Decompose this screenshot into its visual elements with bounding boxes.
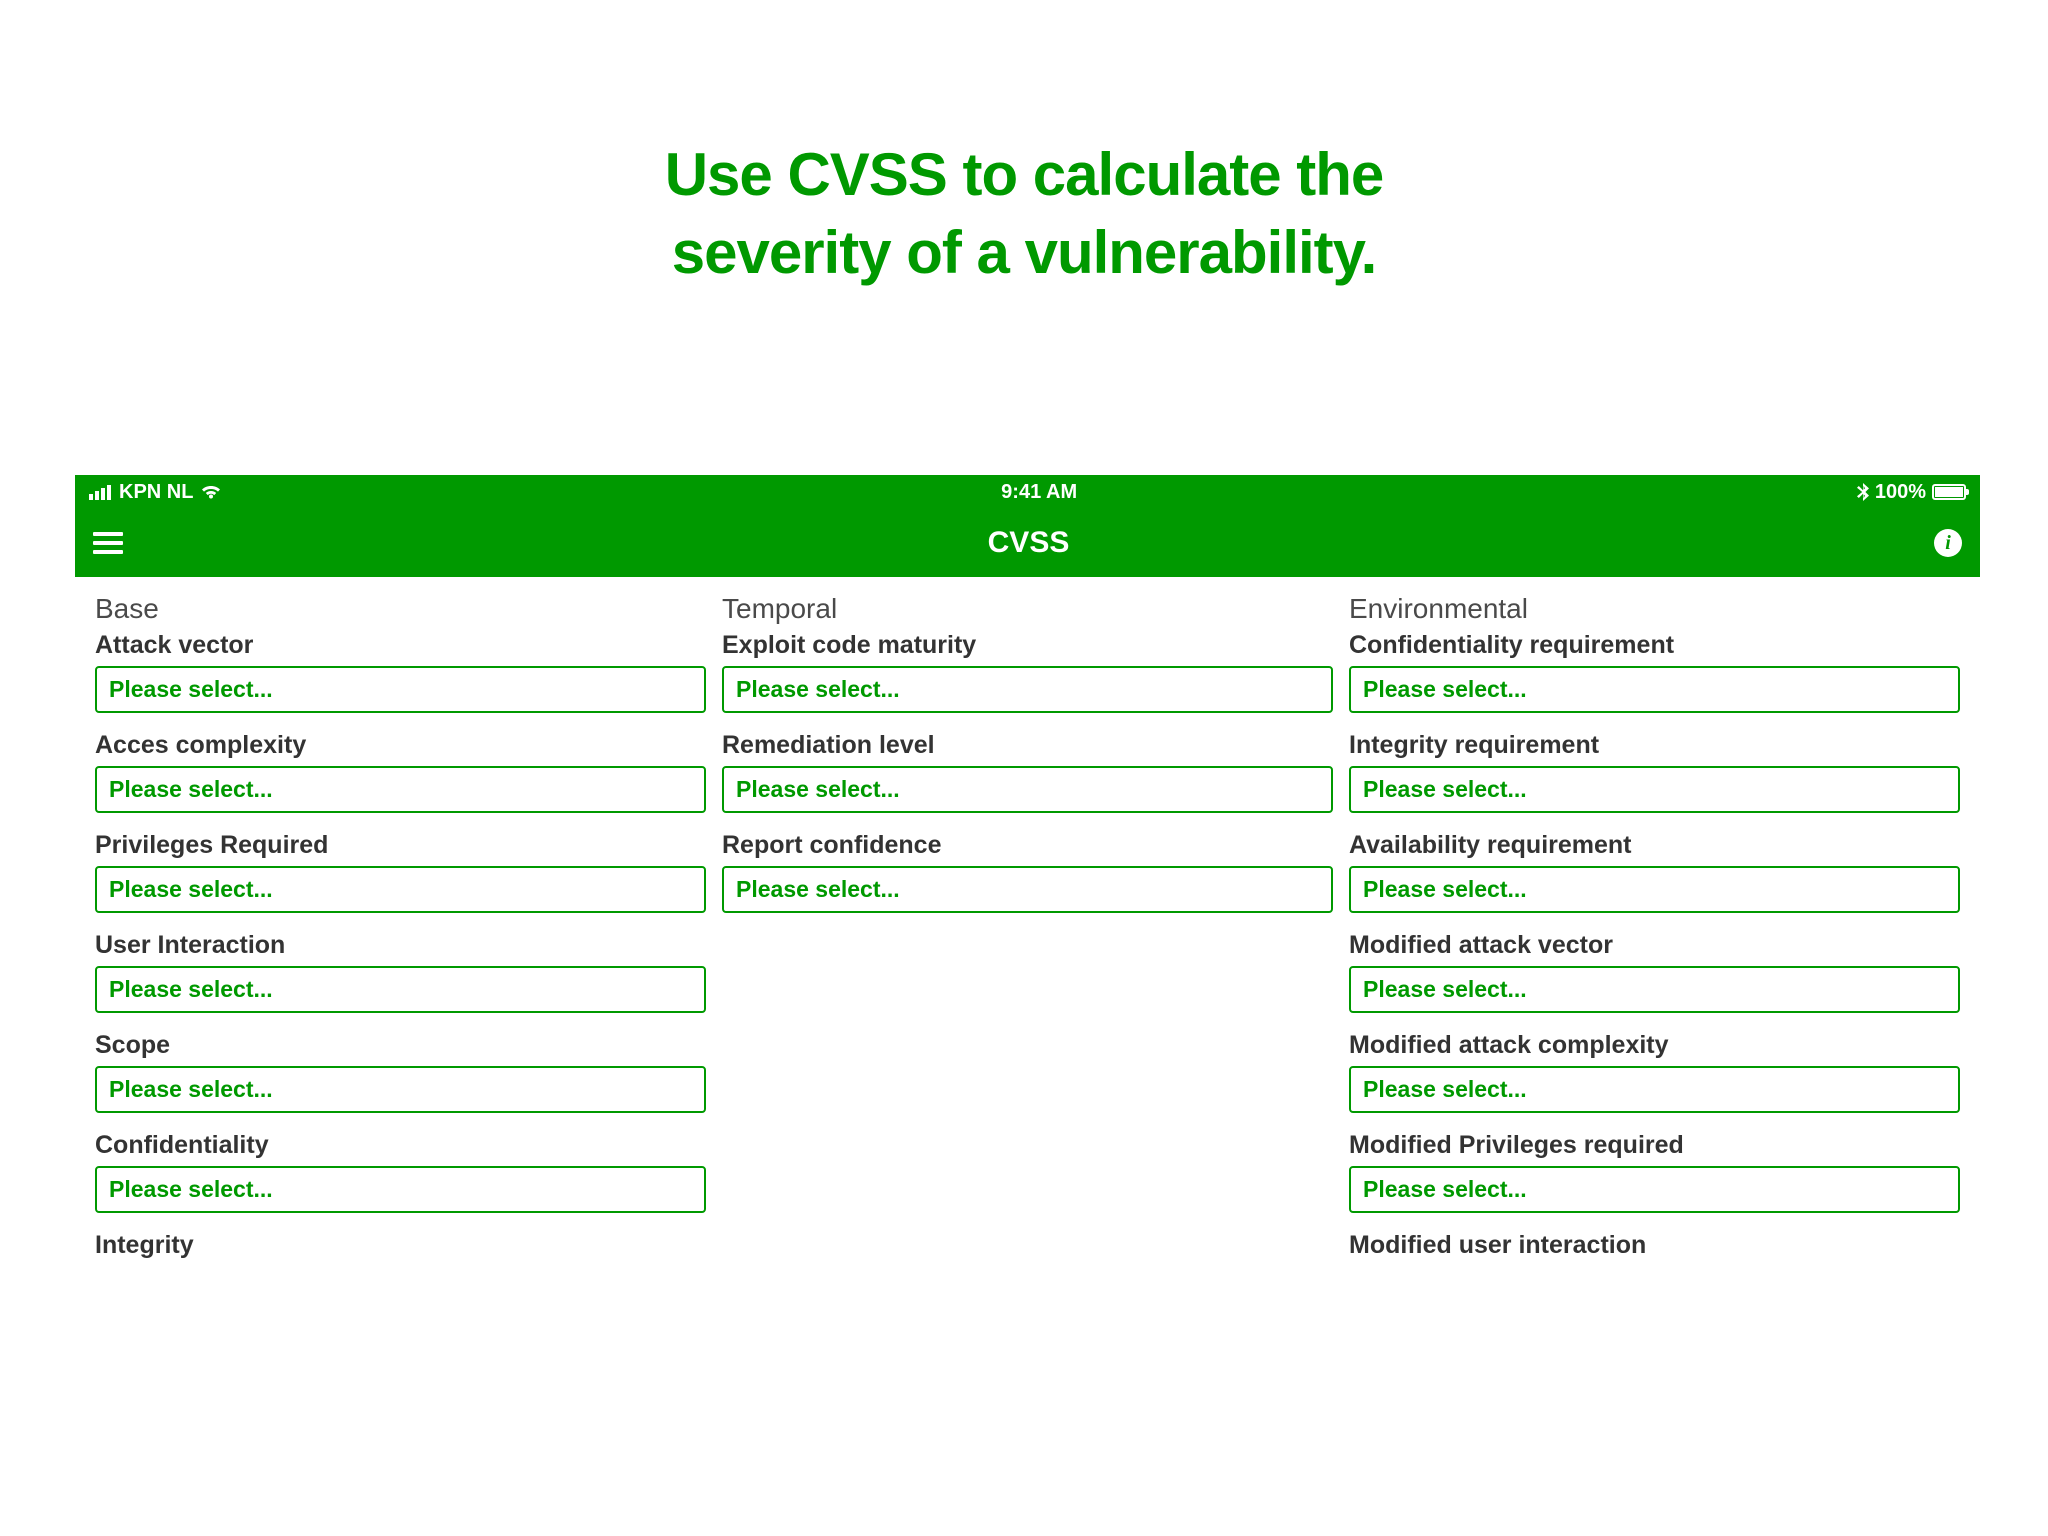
field-label: Scope [95, 1031, 706, 1060]
field-label: Modified attack complexity [1349, 1031, 1960, 1060]
field-availability-requirement: Availability requirement Please select..… [1349, 831, 1960, 913]
field-label: Acces complexity [95, 731, 706, 760]
wifi-icon [201, 484, 221, 500]
field-integrity: Integrity [95, 1231, 706, 1260]
field-label: Exploit code maturity [722, 631, 1333, 660]
field-modified-privileges-required: Modified Privileges required Please sele… [1349, 1131, 1960, 1213]
select-modified-attack-complexity[interactable]: Please select... [1349, 1066, 1960, 1113]
field-label: Report confidence [722, 831, 1333, 860]
field-label: Modified Privileges required [1349, 1131, 1960, 1160]
select-remediation-level[interactable]: Please select... [722, 766, 1333, 813]
device-screenshot: KPN NL 9:41 AM 100% CVSS i Base Attack v… [75, 475, 1980, 1278]
field-modified-attack-vector: Modified attack vector Please select... [1349, 931, 1960, 1013]
select-access-complexity[interactable]: Please select... [95, 766, 706, 813]
select-availability-requirement[interactable]: Please select... [1349, 866, 1960, 913]
nav-bar: CVSS i [75, 509, 1980, 577]
section-title-temporal: Temporal [722, 593, 1333, 625]
field-label: Modified attack vector [1349, 931, 1960, 960]
carrier-label: KPN NL [119, 481, 193, 504]
field-label: Availability requirement [1349, 831, 1960, 860]
select-exploit-code-maturity[interactable]: Please select... [722, 666, 1333, 713]
column-environmental: Environmental Confidentiality requiremen… [1341, 593, 1968, 1278]
section-title-environmental: Environmental [1349, 593, 1960, 625]
select-integrity-requirement[interactable]: Please select... [1349, 766, 1960, 813]
content-area: Base Attack vector Please select... Acce… [75, 577, 1980, 1278]
field-exploit-code-maturity: Exploit code maturity Please select... [722, 631, 1333, 713]
select-privileges-required[interactable]: Please select... [95, 866, 706, 913]
field-label: Attack vector [95, 631, 706, 660]
field-label: Confidentiality requirement [1349, 631, 1960, 660]
field-report-confidence: Report confidence Please select... [722, 831, 1333, 913]
status-right: 100% [1857, 481, 1966, 504]
info-icon[interactable]: i [1934, 529, 1962, 557]
page-headline-line2: severity of a vulnerability. [672, 219, 1377, 286]
field-privileges-required: Privileges Required Please select... [95, 831, 706, 913]
select-modified-attack-vector[interactable]: Please select... [1349, 966, 1960, 1013]
field-label: Integrity [95, 1231, 706, 1260]
field-access-complexity: Acces complexity Please select... [95, 731, 706, 813]
battery-icon [1932, 484, 1966, 500]
page-headline-line1: Use CVSS to calculate the [665, 141, 1384, 208]
field-label: Integrity requirement [1349, 731, 1960, 760]
nav-title: CVSS [988, 526, 1070, 560]
page-headline: Use CVSS to calculate the severity of a … [0, 0, 2048, 292]
field-attack-vector: Attack vector Please select... [95, 631, 706, 713]
field-user-interaction: User Interaction Please select... [95, 931, 706, 1013]
bluetooth-icon [1857, 483, 1869, 501]
select-attack-vector[interactable]: Please select... [95, 666, 706, 713]
status-bar: KPN NL 9:41 AM 100% [75, 475, 1980, 509]
signal-icon [89, 485, 111, 500]
select-scope[interactable]: Please select... [95, 1066, 706, 1113]
field-integrity-requirement: Integrity requirement Please select... [1349, 731, 1960, 813]
select-user-interaction[interactable]: Please select... [95, 966, 706, 1013]
status-time: 9:41 AM [1001, 481, 1077, 504]
field-confidentiality: Confidentiality Please select... [95, 1131, 706, 1213]
battery-pct: 100% [1875, 481, 1926, 504]
select-report-confidence[interactable]: Please select... [722, 866, 1333, 913]
select-confidentiality[interactable]: Please select... [95, 1166, 706, 1213]
select-confidentiality-requirement[interactable]: Please select... [1349, 666, 1960, 713]
field-scope: Scope Please select... [95, 1031, 706, 1113]
field-label: Modified user interaction [1349, 1231, 1960, 1260]
field-label: Privileges Required [95, 831, 706, 860]
field-label: User Interaction [95, 931, 706, 960]
status-left: KPN NL [89, 481, 221, 504]
section-title-base: Base [95, 593, 706, 625]
field-label: Remediation level [722, 731, 1333, 760]
field-label: Confidentiality [95, 1131, 706, 1160]
menu-icon[interactable] [93, 532, 123, 554]
column-base: Base Attack vector Please select... Acce… [87, 593, 714, 1278]
select-modified-privileges-required[interactable]: Please select... [1349, 1166, 1960, 1213]
field-confidentiality-requirement: Confidentiality requirement Please selec… [1349, 631, 1960, 713]
field-modified-user-interaction: Modified user interaction [1349, 1231, 1960, 1260]
field-modified-attack-complexity: Modified attack complexity Please select… [1349, 1031, 1960, 1113]
column-temporal: Temporal Exploit code maturity Please se… [714, 593, 1341, 1278]
field-remediation-level: Remediation level Please select... [722, 731, 1333, 813]
